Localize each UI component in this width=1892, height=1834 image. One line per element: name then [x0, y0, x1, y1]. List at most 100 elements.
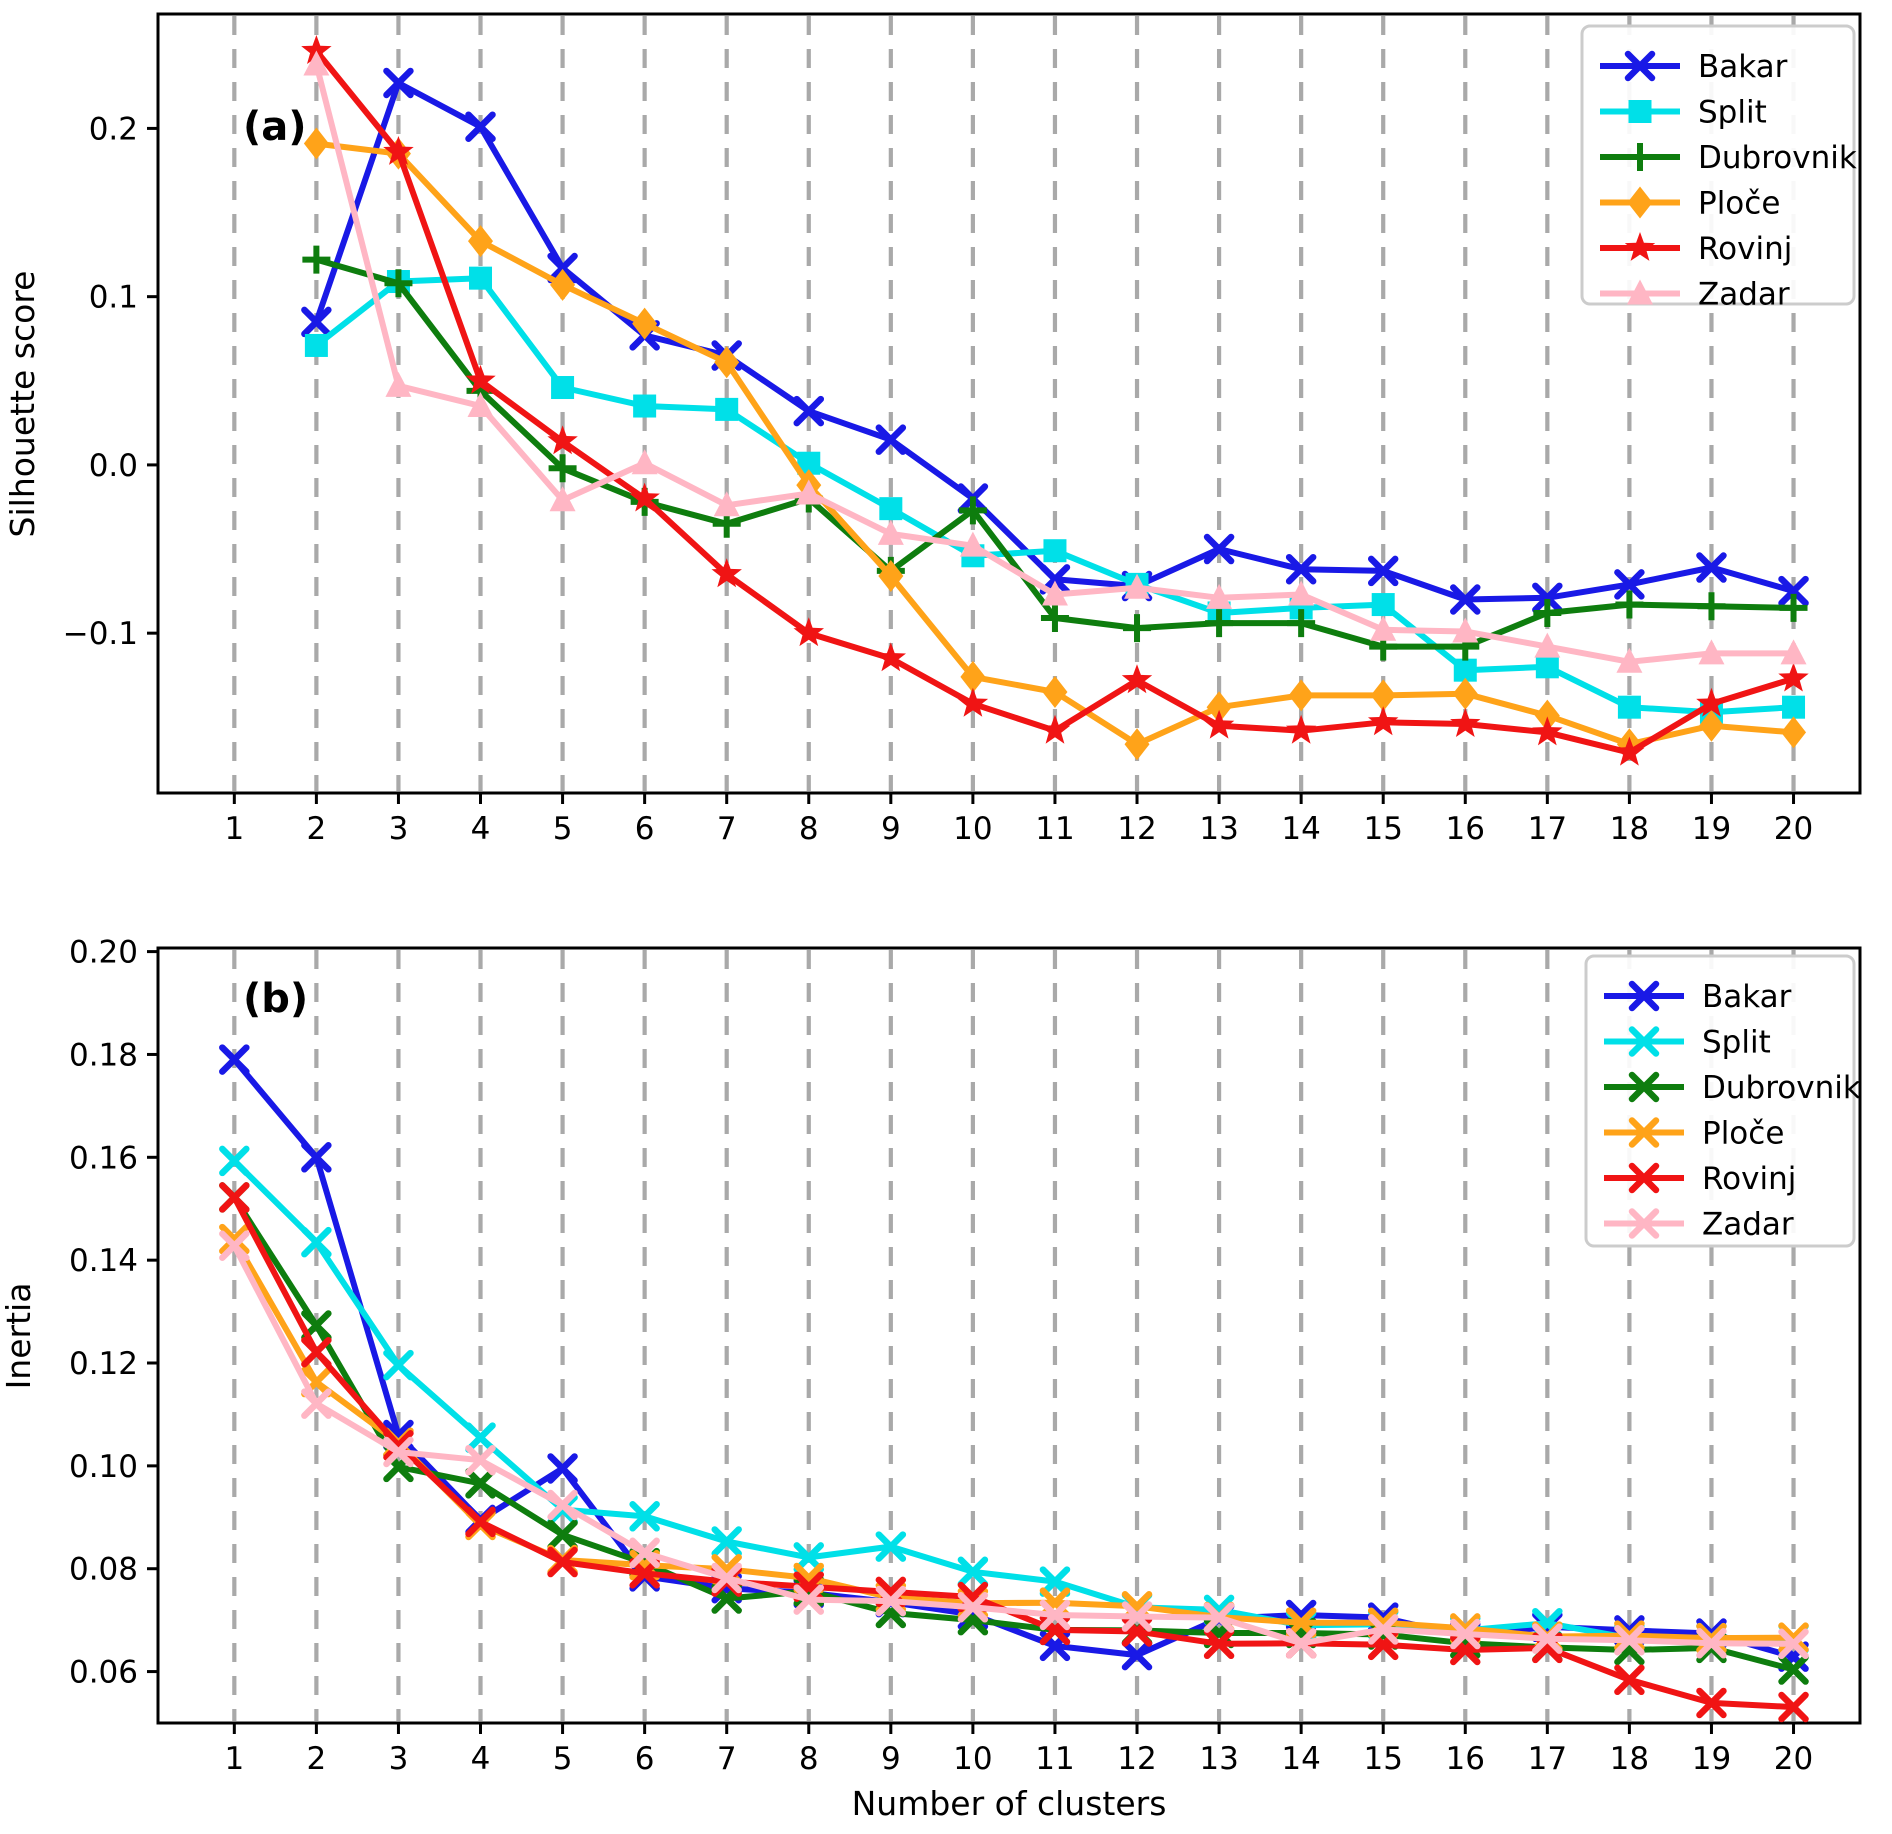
legend: Bakar Split Dubrovnik Ploče Rovinj Zadar: [1580, 24, 1857, 313]
legend-item-Dubrovnik: Dubrovnik: [1604, 1070, 1861, 1106]
marker-triangle: [1698, 639, 1725, 665]
marker-plus: [1615, 590, 1644, 619]
x-tick-label: 13: [1199, 811, 1238, 847]
marker-x: [1121, 1601, 1153, 1632]
marker-x: [1367, 1614, 1399, 1645]
x-tick-label: 6: [635, 1741, 655, 1777]
legend-label: Ploče: [1698, 186, 1780, 222]
legend-item-Split: Split: [1600, 95, 1767, 131]
x-tick-label: 6: [635, 811, 655, 847]
marker-triangle: [385, 371, 412, 397]
inertia-panel: 1 2 3 4 5 6 7 8 9 10 11 12 13 14 15 16 17 18 19 200.200.180…: [69, 935, 1862, 1777]
marker-plus: [548, 454, 577, 483]
marker-diamond: [1627, 186, 1653, 219]
x-tick-label: 8: [799, 811, 819, 847]
marker-x: [875, 424, 907, 455]
legend-item-Ploče: Ploče: [1600, 186, 1780, 222]
y-tick-label: 0.2: [89, 111, 138, 147]
series-line: [232, 1158, 1794, 1642]
marker-x: [1614, 1664, 1645, 1696]
marker-star: [793, 617, 824, 647]
legend-item-Dubrovnik: Dubrovnik: [1600, 140, 1857, 176]
marker-x: [219, 1182, 250, 1213]
marker-x: [875, 1531, 907, 1562]
marker-triangle: [959, 531, 986, 557]
marker-x: [1039, 1566, 1071, 1597]
marker-x: [547, 1546, 578, 1578]
marker-plus: [1533, 598, 1562, 627]
marker-star: [1778, 662, 1809, 692]
x-tick-label: 2: [307, 811, 327, 847]
y-tick-label: 0.0: [89, 448, 138, 484]
x-tick-label: 13: [1199, 1741, 1238, 1777]
x-tick-label: 14: [1281, 1741, 1320, 1777]
marker-star: [1614, 736, 1645, 766]
marker-plus: [384, 269, 413, 298]
marker-triangle: [303, 50, 330, 76]
marker-square: [304, 333, 328, 357]
legend-label: Ploče: [1702, 1116, 1784, 1152]
marker-x: [875, 1585, 907, 1617]
marker-x: [1628, 1162, 1660, 1194]
x-tick-label: 19: [1692, 811, 1731, 847]
marker-x: [711, 1526, 742, 1557]
marker-star: [383, 136, 414, 165]
axes-box: [156, 12, 1862, 795]
marker-x: [301, 1388, 332, 1419]
marker-plus: [958, 496, 987, 525]
y-tick-label: 0.08: [69, 1552, 138, 1588]
series-line: [232, 1057, 1795, 1660]
y-tick-label: 0.18: [69, 1037, 138, 1073]
marker-x: [1778, 1691, 1809, 1723]
marker-square: [715, 397, 739, 421]
marker-triangle: [877, 519, 904, 545]
marker-x: [1628, 1208, 1660, 1239]
x-tick-label: 18: [1610, 1741, 1649, 1777]
x-tick-label: 20: [1774, 1741, 1813, 1777]
marker-x: [793, 1584, 825, 1615]
marker-square: [1617, 695, 1641, 719]
marker-triangle: [1616, 647, 1643, 673]
marker-x: [711, 1562, 742, 1594]
marker-diamond: [632, 307, 658, 340]
x-tick-label: 16: [1446, 1741, 1485, 1777]
x-tick-label: 2: [307, 1741, 327, 1777]
marker-square: [797, 451, 821, 475]
x-axis-label: Number of clusters: [852, 1784, 1167, 1823]
x-tick-label: 5: [553, 811, 573, 847]
y-tick-label: 0.12: [69, 1346, 138, 1382]
x-tick-label: 10: [953, 1741, 992, 1777]
marker-square: [469, 266, 493, 290]
marker-x: [1285, 553, 1317, 585]
y-tick-label: 0.20: [69, 935, 138, 971]
marker-square: [633, 394, 657, 418]
marker-x: [1614, 569, 1645, 600]
x-tick-label: 9: [881, 1741, 901, 1777]
legend-item-Zadar: Zadar: [1604, 1207, 1794, 1243]
y-tick-label: 0.16: [69, 1140, 138, 1176]
marker-x: [1614, 1620, 1645, 1651]
marker-plus: [1205, 609, 1234, 638]
marker-triangle: [713, 491, 740, 517]
marker-triangle: [549, 486, 576, 512]
marker-x: [957, 1592, 989, 1623]
marker-x: [301, 1226, 332, 1258]
marker-star: [1285, 714, 1317, 744]
marker-diamond: [1781, 716, 1807, 749]
marker-x: [465, 1444, 496, 1476]
marker-star: [629, 482, 660, 512]
legend-label: Rovinj: [1702, 1161, 1796, 1197]
legend-label: Split: [1698, 95, 1767, 131]
marker-diamond: [960, 660, 986, 693]
marker-square: [1535, 655, 1559, 679]
marker-diamond: [714, 346, 740, 379]
series-line: [231, 1195, 1795, 1673]
panel-a-letter: (a): [243, 104, 307, 150]
x-tick-label: 20: [1774, 811, 1813, 847]
marker-triangle: [1452, 617, 1479, 643]
series-Dubrovnik: [219, 1182, 1809, 1685]
y-tick-label: 0.10: [69, 1449, 138, 1485]
legend-item-Bakar: Bakar: [1600, 49, 1788, 85]
x-tick-label: 17: [1528, 811, 1567, 847]
